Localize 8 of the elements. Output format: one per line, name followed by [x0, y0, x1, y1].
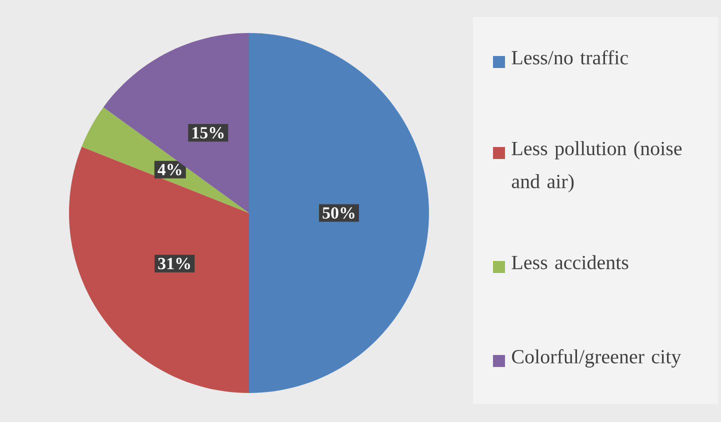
legend-label: Less accidents — [512, 255, 628, 270]
legend-label: Colorful/greener city — [512, 349, 682, 368]
legend-label: Less/no traffic — [512, 50, 628, 64]
legend-label: Less pollution (noise and air) — [512, 141, 682, 192]
data-label: 31% — [158, 258, 190, 270]
data-label: 50% — [322, 207, 354, 219]
data-label: 15% — [192, 127, 224, 139]
data-label: 4% — [158, 164, 182, 176]
